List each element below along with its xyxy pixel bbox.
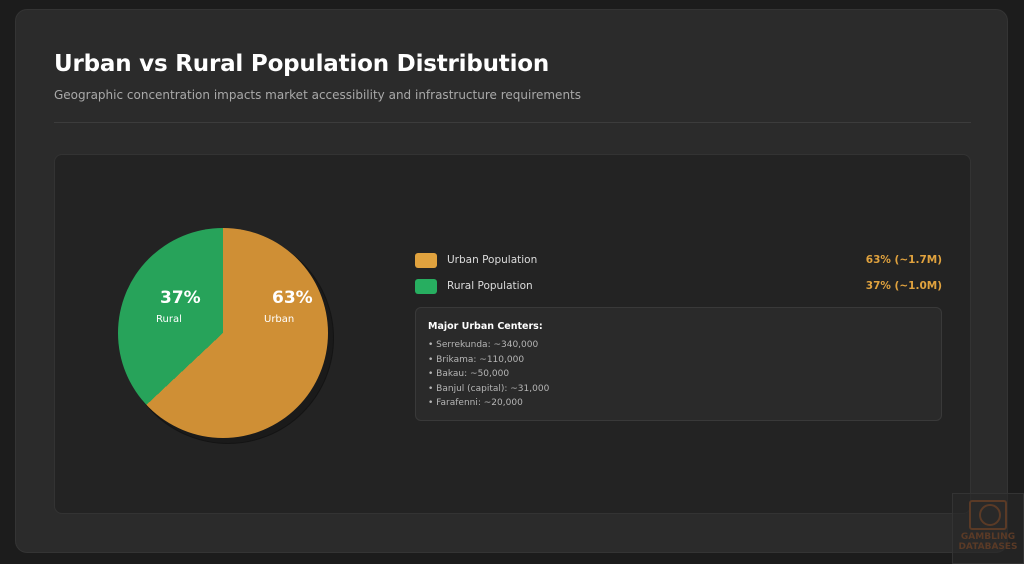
urban-center-item: • Brikama: ~110,000	[428, 354, 525, 365]
pie-urban-name: Urban	[264, 314, 295, 325]
watermark-line1: GAMBLING	[960, 532, 1016, 542]
urban-center-item: • Farafenni: ~20,000	[428, 398, 523, 408]
chart-card: Urban vs Rural Population Distribution G…	[15, 9, 1008, 553]
legend-item-rural: Rural Population 37% (~1.0M)	[415, 273, 942, 299]
pie-rural-name: Rural	[156, 314, 182, 325]
page-subtitle: Geographic concentration impacts market …	[54, 88, 582, 102]
urban-center-item: • Banjul (capital): ~31,000	[428, 383, 550, 394]
legend-swatch-rural	[415, 278, 437, 294]
pie-label-urban: 63% Urban	[264, 288, 313, 325]
legend-value-rural: 37% (~1.0M)	[865, 280, 942, 292]
legend-label-urban: Urban Population	[447, 254, 538, 266]
urban-center-item: • Bakau: ~50,000	[428, 369, 510, 379]
chart-legend: Urban Population 63% (~1.7M) Rural Popul…	[415, 247, 942, 299]
monitor-chip-icon	[969, 500, 1007, 530]
urban-center-item: • Serrekunda: ~340,000	[428, 340, 539, 350]
header-divider	[54, 122, 971, 123]
legend-item-urban: Urban Population 63% (~1.7M)	[415, 247, 942, 273]
legend-value-urban: 63% (~1.7M)	[865, 254, 942, 266]
legend-swatch-urban	[415, 252, 437, 268]
pie-chart: 63% Urban 37% Rural	[118, 228, 334, 444]
pie-urban-percent: 63%	[272, 288, 313, 308]
urban-centers-title: Major Urban Centers:	[428, 321, 543, 332]
pie-label-rural: 37% Rural	[156, 288, 201, 325]
chart-panel: 63% Urban 37% Rural Urban Population 63%…	[54, 154, 971, 514]
pie-rural-percent: 37%	[160, 288, 201, 308]
legend-label-rural: Rural Population	[447, 280, 533, 292]
watermark-logo: GAMBLING DATABASES	[952, 493, 1024, 564]
urban-centers-box: Major Urban Centers: • Serrekunda: ~340,…	[415, 307, 942, 421]
page-title: Urban vs Rural Population Distribution	[54, 51, 550, 77]
watermark-line2: DATABASES	[958, 542, 1018, 552]
pie-disc	[118, 228, 328, 438]
